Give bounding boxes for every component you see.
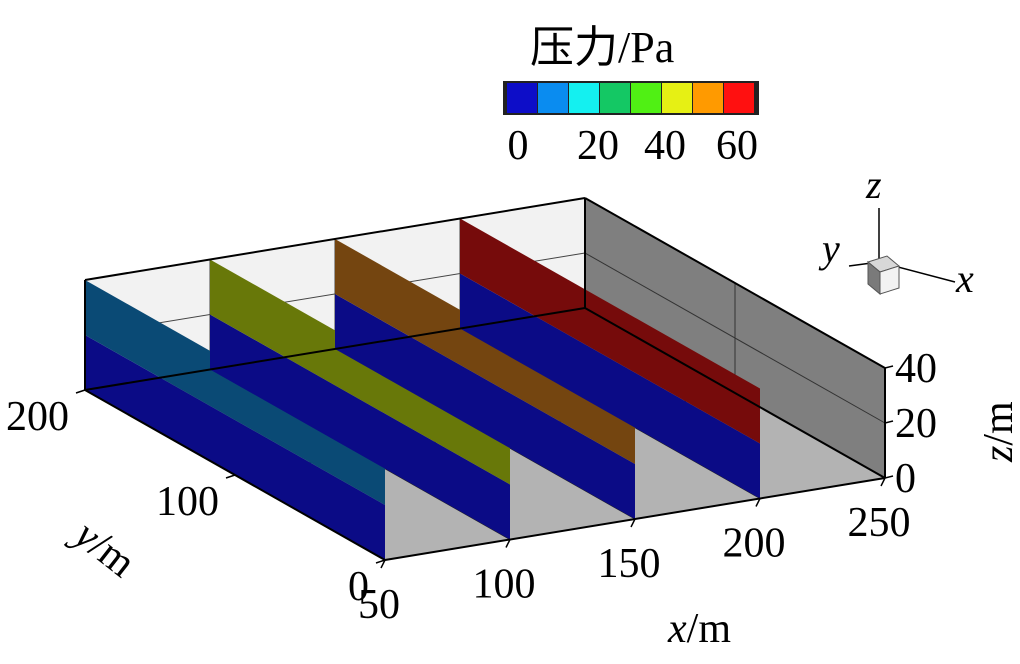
frame-edge <box>84 307 586 391</box>
colorbar-swatch <box>631 83 661 113</box>
frame-edge <box>84 197 586 281</box>
x-tick-mark <box>630 518 636 528</box>
slice-upper-band <box>335 239 635 464</box>
colorbar-swatch <box>538 83 568 113</box>
slice-lower-band <box>460 273 760 499</box>
x-tick-mark <box>755 498 761 507</box>
z-tick-mark <box>884 420 894 424</box>
x-tick-label: 150 <box>598 541 661 587</box>
colorbar-tick-label: 60 <box>716 123 758 169</box>
y-tick-mark <box>225 474 236 479</box>
colorbar-swatch <box>724 83 754 113</box>
slice-upper-band <box>210 259 510 485</box>
colorbar-tick-label: 0 <box>508 123 529 169</box>
z-tick-label: 40 <box>895 346 937 392</box>
x-tick-mark <box>380 559 386 569</box>
y-axis-label: y/m <box>63 509 144 587</box>
x-tick-mark <box>880 477 886 487</box>
colorbar-tick-label: 20 <box>577 123 619 169</box>
z-tick-label: 0 <box>895 456 916 502</box>
right-wall-grid-z <box>584 252 886 424</box>
orientation-triad: z y x <box>818 162 974 301</box>
colorbar-swatch <box>569 83 599 113</box>
pressure-slices <box>85 218 760 560</box>
slice-lower-band <box>335 294 635 519</box>
triad-x-label: x <box>955 256 974 301</box>
slice-1 <box>85 280 385 560</box>
legend-title: 压力/Pa <box>530 23 674 72</box>
colorbar-swatch <box>600 83 630 113</box>
z-tick-label: 20 <box>895 401 937 447</box>
x-axis-label: x/m <box>667 606 731 652</box>
z-axis-label: z/m <box>976 401 1020 463</box>
triad-z-label: z <box>865 162 882 207</box>
colorbar-tick-label: 40 <box>644 123 686 169</box>
colorbar-swatch <box>693 83 723 113</box>
z-tick-mark <box>884 365 894 369</box>
x-tick-label: 250 <box>848 500 911 546</box>
frame-edge <box>584 197 886 369</box>
y-tick-mark <box>75 389 86 394</box>
z-tick-mark <box>884 475 894 479</box>
frame-edge <box>584 307 886 479</box>
colorbar: 0 20 40 60 <box>503 81 759 169</box>
x-tick-label: 50 <box>358 582 400 628</box>
slice-upper-band <box>460 218 760 444</box>
slice-lower-band <box>85 335 385 560</box>
slice-3 <box>335 239 635 519</box>
x-tick-label: 100 <box>473 562 536 608</box>
y-tick-mark <box>375 559 386 564</box>
colorbar-swatch <box>662 83 692 113</box>
slice-lower-band <box>210 314 510 540</box>
slice-2 <box>210 259 510 540</box>
y-tick-label: 200 <box>6 394 69 440</box>
triad-cube-right <box>879 265 900 295</box>
x-tick-mark <box>505 539 511 548</box>
slice-4 <box>460 218 760 499</box>
triad-y-label: y <box>818 226 840 271</box>
y-tick-label: 0 <box>348 564 369 610</box>
y-tick-label: 100 <box>156 479 219 525</box>
slice-upper-band <box>85 280 385 505</box>
x-tick-label: 200 <box>723 521 786 567</box>
colorbar-swatch <box>507 83 537 113</box>
